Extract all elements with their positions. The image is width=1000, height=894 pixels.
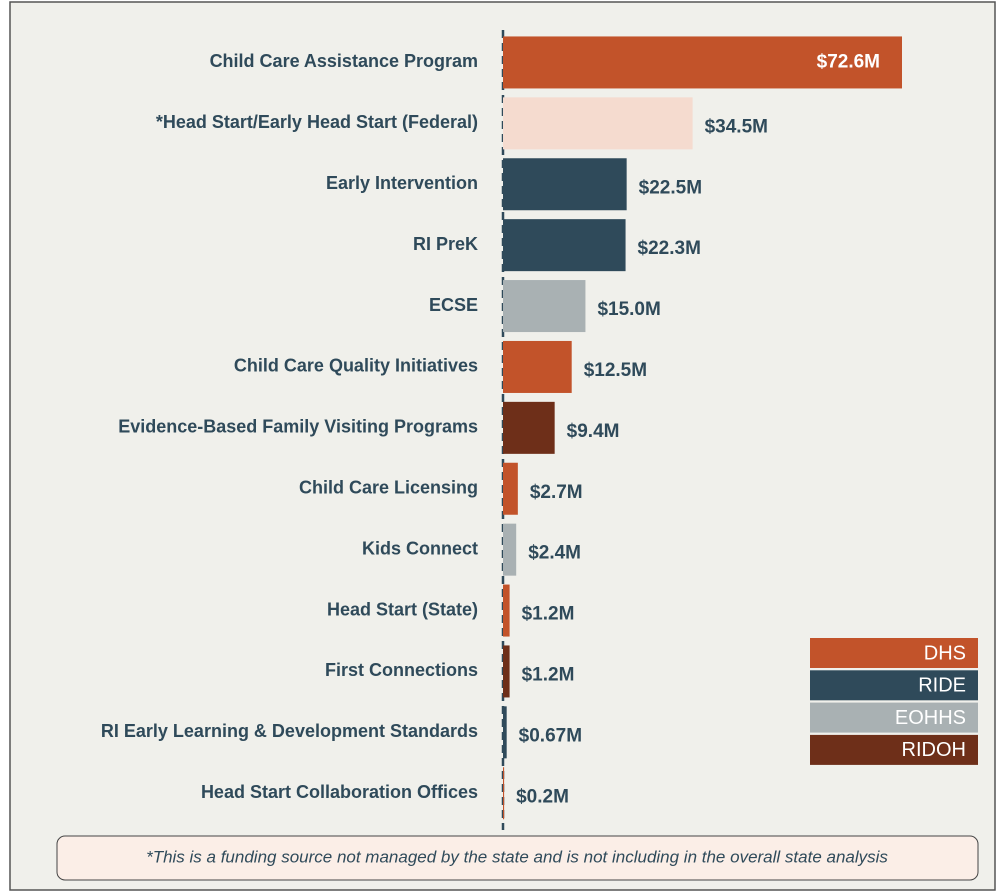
bar bbox=[503, 645, 510, 698]
value-label: $34.5M bbox=[705, 116, 768, 137]
category-label: Kids Connect bbox=[362, 538, 478, 558]
category-label: RI Early Learning & Development Standard… bbox=[101, 721, 478, 741]
value-label: $2.7M bbox=[530, 482, 583, 503]
category-label: Evidence-Based Family Visiting Programs bbox=[118, 417, 478, 437]
bar bbox=[503, 523, 517, 576]
category-label: Head Start Collaboration Offices bbox=[201, 782, 478, 802]
bar bbox=[503, 462, 518, 515]
category-label: Child Care Assistance Program bbox=[210, 51, 478, 71]
value-label: $2.4M bbox=[528, 543, 581, 564]
category-label: RI PreK bbox=[413, 234, 478, 254]
value-label: $0.2M bbox=[516, 786, 569, 807]
bar bbox=[503, 706, 507, 759]
legend-label: EOHHS bbox=[895, 707, 966, 729]
bar bbox=[503, 401, 555, 454]
bar bbox=[503, 767, 505, 820]
value-label: $12.5M bbox=[584, 360, 647, 381]
category-label: Early Intervention bbox=[326, 173, 478, 193]
bar bbox=[503, 219, 626, 272]
value-label: $22.5M bbox=[639, 177, 702, 198]
bar bbox=[503, 340, 572, 393]
category-label: Head Start (State) bbox=[327, 599, 478, 619]
value-label: $0.67M bbox=[519, 725, 582, 746]
category-label: Child Care Licensing bbox=[299, 478, 478, 498]
category-label: Child Care Quality Initiatives bbox=[234, 356, 478, 376]
legend-swatch bbox=[810, 670, 978, 701]
bar bbox=[503, 36, 902, 89]
value-label: $9.4M bbox=[567, 421, 620, 442]
category-label: First Connections bbox=[325, 660, 478, 680]
category-label: *Head Start/Early Head Start (Federal) bbox=[156, 112, 478, 132]
bar bbox=[503, 97, 693, 150]
bar bbox=[503, 158, 627, 211]
value-label: $72.6M bbox=[817, 51, 880, 72]
legend-swatch bbox=[810, 734, 978, 765]
bar bbox=[503, 584, 510, 637]
category-label: ECSE bbox=[429, 295, 478, 315]
legend-swatch bbox=[810, 702, 978, 733]
legend-swatch bbox=[810, 638, 978, 668]
legend-label: DHS bbox=[924, 642, 966, 664]
value-label: $15.0M bbox=[597, 299, 660, 320]
legend-label: RIDOH bbox=[902, 739, 966, 761]
bar bbox=[503, 280, 586, 333]
value-label: $1.2M bbox=[522, 664, 575, 685]
legend-label: RIDE bbox=[918, 675, 966, 697]
footnote-box bbox=[56, 835, 979, 881]
value-label: $22.3M bbox=[638, 238, 701, 259]
footnote: *This is a funding source not managed by… bbox=[146, 847, 888, 866]
value-label: $1.2M bbox=[522, 604, 575, 625]
